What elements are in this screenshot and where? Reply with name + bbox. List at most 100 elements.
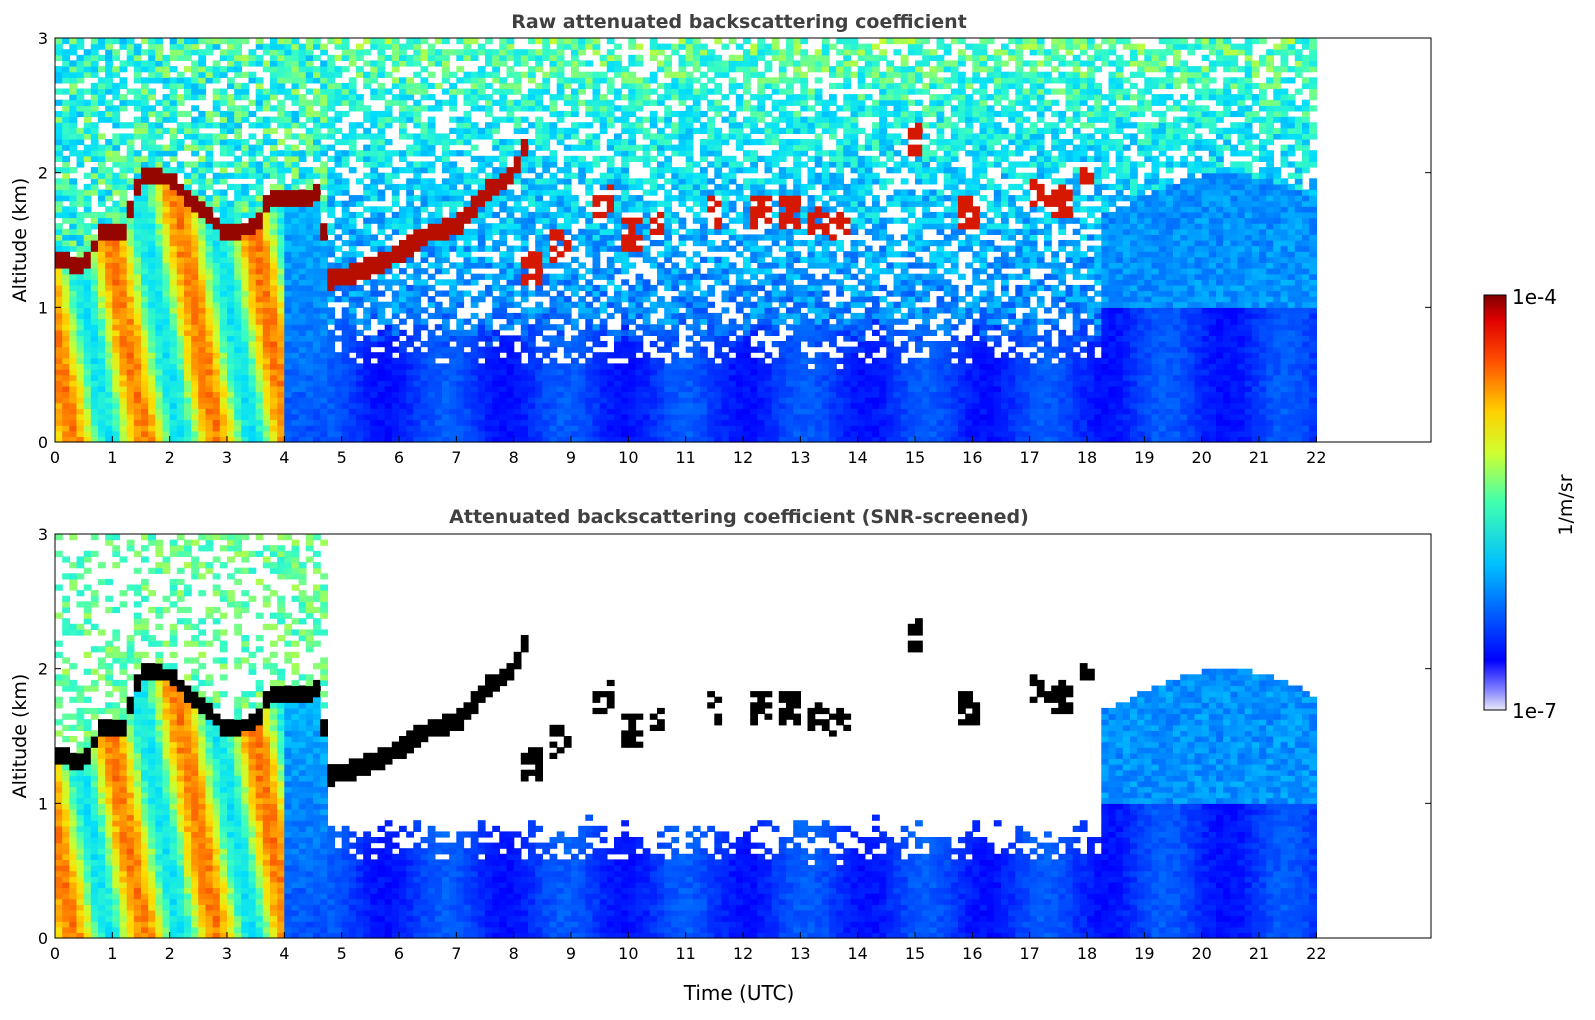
heatmap-cell [184, 369, 192, 376]
heatmap-cell [234, 273, 242, 280]
heatmap-cell [485, 318, 493, 325]
heatmap-cell [621, 183, 629, 191]
heatmap-cell [234, 256, 242, 263]
heatmap-cell [105, 408, 113, 415]
heatmap-cell [176, 82, 185, 90]
heatmap-cell [198, 200, 207, 207]
heatmap-cell [255, 161, 264, 168]
heatmap-cell [434, 228, 443, 235]
heatmap-cell [528, 329, 536, 336]
heatmap-cell [313, 335, 321, 342]
heatmap-cell [284, 211, 293, 219]
heatmap-cell [628, 357, 637, 364]
heatmap-cell [341, 110, 350, 118]
heatmap-cell [391, 346, 400, 353]
heatmap-cell [420, 38, 429, 45]
heatmap-cell [112, 341, 121, 348]
heatmap-cell [628, 217, 637, 224]
heatmap-cell [621, 397, 629, 404]
heatmap-cell [133, 189, 142, 196]
heatmap-cell [62, 66, 70, 73]
heatmap-cell [83, 144, 92, 151]
heatmap-cell [212, 122, 221, 129]
heatmap-cell [578, 419, 586, 426]
heatmap-cell [227, 223, 235, 230]
heatmap-cell [141, 223, 149, 230]
heatmap-cell [571, 155, 579, 162]
heatmap-cell [513, 290, 522, 297]
heatmap-cell [578, 71, 586, 78]
heatmap-cell [184, 200, 192, 207]
heatmap-cell [255, 312, 264, 320]
heatmap-cell [141, 436, 149, 443]
heatmap-cell [391, 374, 400, 381]
heatmap-cell [499, 251, 508, 258]
heatmap-cell [212, 71, 221, 78]
heatmap-cell [155, 54, 164, 61]
heatmap-cell [420, 413, 429, 421]
heatmap-cell [69, 178, 78, 185]
heatmap-cell [105, 329, 113, 336]
heatmap-cell [212, 413, 221, 421]
heatmap-cell [370, 419, 379, 426]
heatmap-cell [126, 363, 135, 370]
heatmap-cell [248, 71, 257, 78]
heatmap-cell [291, 223, 300, 230]
heatmap-cell [334, 436, 343, 443]
heatmap-cell [98, 290, 106, 297]
heatmap-cell [463, 402, 472, 409]
heatmap-cell [305, 329, 314, 336]
heatmap-cell [55, 296, 63, 303]
heatmap-cell [642, 155, 651, 162]
heatmap-cell [98, 82, 106, 90]
heatmap-cell [370, 307, 379, 314]
heatmap-cell [248, 374, 257, 381]
heatmap-cell [234, 251, 242, 258]
heatmap-cell [592, 408, 601, 415]
heatmap-cell [485, 413, 493, 421]
heatmap-cell [420, 419, 429, 426]
heatmap-cell [83, 133, 92, 140]
heatmap-cell [162, 245, 171, 252]
heatmap-cell [592, 413, 601, 421]
heatmap-cell [413, 329, 422, 336]
heatmap-cell [76, 380, 85, 387]
heatmap-cell [463, 183, 472, 191]
heatmap-cell [571, 268, 579, 275]
heatmap-cell [255, 397, 264, 404]
heatmap-cell [520, 408, 529, 415]
heatmap-cell [248, 279, 257, 286]
heatmap-cell [327, 385, 336, 393]
heatmap-cell [327, 374, 336, 381]
heatmap-cell [348, 54, 357, 61]
heatmap-cell [227, 419, 235, 426]
heatmap-cell [592, 223, 601, 230]
heatmap-cell [241, 88, 250, 95]
heatmap-cell [377, 413, 386, 421]
heatmap-cell [563, 228, 572, 235]
heatmap-cell [614, 419, 622, 426]
heatmap-cell [148, 324, 156, 331]
heatmap-cell [348, 228, 357, 235]
heatmap-cell [112, 397, 121, 404]
heatmap-cell [657, 374, 665, 381]
heatmap-cell [270, 312, 278, 320]
heatmap-cell [599, 374, 608, 381]
heatmap-cell [83, 228, 92, 235]
heatmap-cell [391, 82, 400, 90]
heatmap-cell [205, 150, 214, 157]
heatmap-cell [563, 217, 572, 224]
heatmap-cell [227, 363, 235, 370]
heatmap-cell [456, 335, 465, 342]
heatmap-cell [442, 228, 450, 235]
heatmap-cell [219, 251, 228, 258]
heatmap-cell [563, 127, 572, 134]
heatmap-cell [169, 363, 178, 370]
heatmap-cell [255, 144, 264, 151]
heatmap-cell [477, 262, 486, 269]
heatmap-cell [148, 374, 156, 381]
heatmap-cell [55, 189, 63, 196]
heatmap-cell [348, 363, 357, 370]
heatmap-cell [370, 144, 379, 151]
heatmap-cell [334, 54, 343, 61]
